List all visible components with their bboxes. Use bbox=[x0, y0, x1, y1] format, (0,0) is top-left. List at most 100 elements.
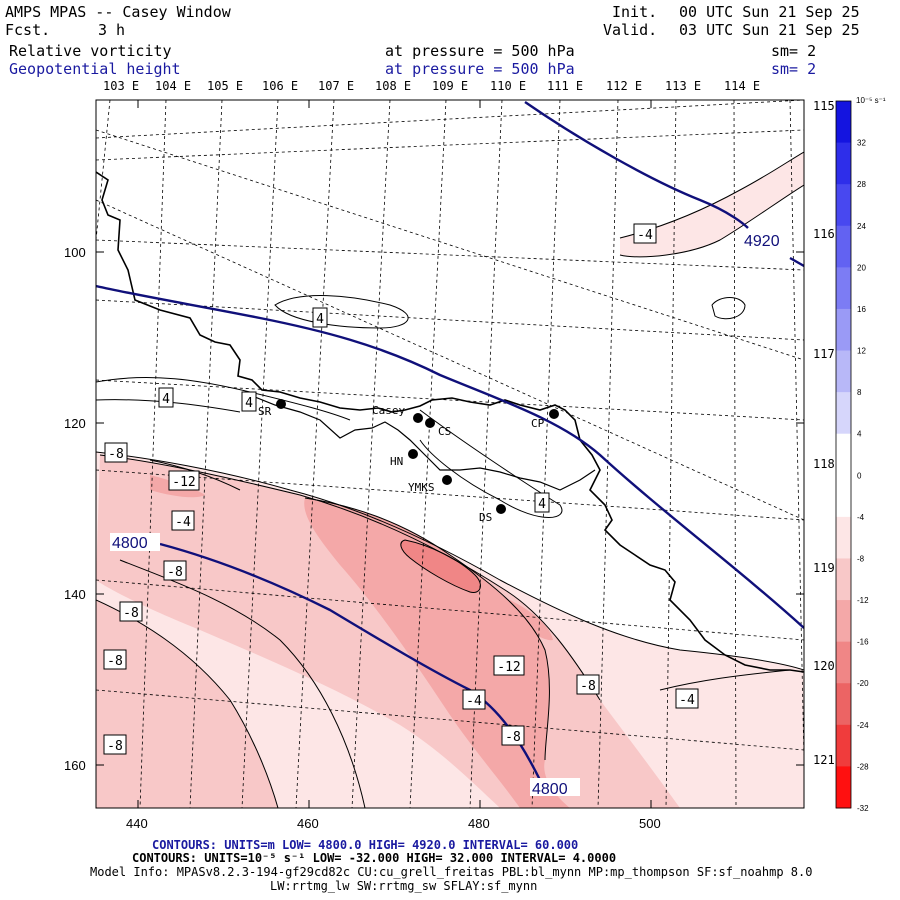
contour-label: -4 bbox=[679, 693, 695, 708]
lon-label: 103 E bbox=[103, 79, 139, 93]
colorbar-swatch bbox=[836, 724, 851, 767]
x-tick-440: 440 bbox=[126, 816, 148, 831]
plot-title: AMPS MPAS -- Casey Window bbox=[5, 3, 231, 21]
colorbar-label: -24 bbox=[857, 721, 869, 730]
station-dot-cs bbox=[425, 418, 435, 428]
colorbar-swatch bbox=[836, 101, 851, 144]
station-label-hn: HN bbox=[390, 455, 403, 468]
footer-model-info: Model Info: MPASv8.2.3-194-gf29cd82c CU:… bbox=[90, 865, 813, 879]
height-labels: 4920 4800 4800 bbox=[110, 230, 792, 798]
stations bbox=[276, 399, 559, 514]
vorticity-shade-neg8-west bbox=[96, 600, 278, 808]
height-label-4800-south: 4800 bbox=[532, 781, 568, 798]
colorbar-swatch bbox=[836, 475, 851, 518]
init-value: 00 UTC Sun 21 Sep 25 bbox=[679, 3, 860, 21]
y-ticks bbox=[96, 100, 804, 808]
station-label-cs: CS bbox=[438, 425, 451, 438]
colorbar-swatch bbox=[836, 392, 851, 435]
station-label-ymks: YMKS bbox=[408, 481, 435, 494]
lon-label: 104 E bbox=[155, 79, 191, 93]
colorbar-label: 32 bbox=[857, 139, 866, 148]
lon-label: 111 E bbox=[547, 79, 583, 93]
height-label-4800-west: 4800 bbox=[112, 535, 148, 552]
contour-label: -8 bbox=[167, 565, 183, 580]
colorbar-label: -28 bbox=[857, 762, 869, 771]
station-dot-casey bbox=[413, 413, 423, 423]
height-label-4920: 4920 bbox=[744, 233, 780, 250]
colorbar-label: 24 bbox=[857, 222, 866, 231]
colorbar-swatch bbox=[836, 184, 851, 227]
station-dot-ymks bbox=[442, 475, 452, 485]
lon-label: 113 E bbox=[665, 79, 701, 93]
field1-pressure: at pressure = 500 hPa bbox=[385, 42, 575, 60]
lon-label: 105 E bbox=[207, 79, 243, 93]
x-tick-460: 460 bbox=[297, 816, 319, 831]
station-dot-cp bbox=[549, 409, 559, 419]
colorbar-label: 4 bbox=[857, 430, 862, 439]
station-dot-ds bbox=[496, 504, 506, 514]
station-label-ds: DS bbox=[479, 511, 492, 524]
lon-label: 112 E bbox=[606, 79, 642, 93]
contour-label: -8 bbox=[107, 739, 123, 754]
colorbar-label: -4 bbox=[857, 513, 865, 522]
height-contours bbox=[96, 101, 804, 781]
lon-labels-top: 103 E 104 E 105 E 106 E 107 E 108 E 109 … bbox=[103, 79, 760, 93]
y-tick-160: 160 bbox=[64, 758, 86, 773]
contour-label: -8 bbox=[108, 447, 124, 462]
contour-label: -8 bbox=[505, 730, 521, 745]
vorticity-shade-neg16 bbox=[400, 540, 481, 593]
contour-label: 4 bbox=[245, 396, 253, 411]
colorbar-label: -8 bbox=[857, 554, 865, 563]
colorbar-swatch bbox=[836, 350, 851, 393]
field2-pressure: at pressure = 500 hPa bbox=[385, 60, 575, 78]
lon-label: 107 E bbox=[318, 79, 354, 93]
field2-smoothing: sm= 2 bbox=[771, 60, 817, 78]
station-labels: SR Casey CS CP HN YMKS DS bbox=[258, 404, 545, 524]
contour-labels: 4 4 4 4 -4 -4 -4 -4 -8 -8 -8 -8 -8 -8 -8 -12 -12 bbox=[103, 223, 699, 755]
colorbar-label: 20 bbox=[857, 263, 866, 272]
station-dot-hn bbox=[408, 449, 418, 459]
colorbar-swatch bbox=[836, 558, 851, 601]
colorbar-label: -32 bbox=[857, 804, 869, 813]
lon-label: 114 E bbox=[724, 79, 760, 93]
colorbar-label: -16 bbox=[857, 638, 869, 647]
contour-label: -8 bbox=[123, 606, 139, 621]
colorbar-swatch bbox=[836, 308, 851, 352]
colorbar-label: 16 bbox=[857, 305, 866, 314]
field1-smoothing: sm= 2 bbox=[771, 42, 817, 60]
coastline bbox=[96, 171, 804, 673]
colorbar-label: 8 bbox=[857, 388, 862, 397]
footer-vorticity-contours: CONTOURS: UNITS=10⁻⁵ s⁻¹ LOW= -32.000 HI… bbox=[132, 851, 617, 865]
colorbar: 32 28 24 20 16 12 8 4 0 -4 -8 -12 -16 -20 -24 -28 -32 bbox=[835, 100, 869, 813]
contour-label: 4 bbox=[316, 312, 324, 327]
graticule bbox=[96, 100, 804, 808]
footer-model-info-2: LW:rrtmg_lw SW:rrtmg_sw SFLAY:sf_mynn bbox=[270, 879, 538, 893]
init-label: Init. bbox=[612, 3, 658, 21]
y-tick-120: 120 bbox=[64, 416, 86, 431]
contour-label: -12 bbox=[497, 660, 520, 675]
colorbar-label: 0 bbox=[857, 471, 862, 480]
x-tick-480: 480 bbox=[468, 816, 490, 831]
colorbar-swatch bbox=[836, 267, 851, 310]
contour-label: 4 bbox=[538, 497, 546, 512]
contour-label: -8 bbox=[107, 654, 123, 669]
colorbar-label: 12 bbox=[857, 347, 866, 356]
colorbar-swatch bbox=[836, 766, 851, 809]
lon-label: 110 E bbox=[490, 79, 526, 93]
valid-label: Valid. bbox=[603, 21, 658, 39]
contour-label: -4 bbox=[637, 228, 653, 243]
colorbar-swatch bbox=[836, 142, 851, 185]
forecast-label: Fcst. bbox=[5, 21, 51, 39]
lon-label: 108 E bbox=[375, 79, 411, 93]
field1-name: Relative vorticity bbox=[9, 42, 172, 60]
y-tick-140: 140 bbox=[64, 587, 86, 602]
vorticity-shade-neg16b bbox=[510, 600, 553, 641]
plot-frame bbox=[95, 99, 805, 809]
colorbar-swatch bbox=[836, 225, 851, 268]
colorbar-unit: 10⁻⁵ s⁻¹ bbox=[856, 96, 886, 105]
colorbar-label: -20 bbox=[857, 679, 869, 688]
coastline-inland bbox=[249, 394, 596, 491]
station-label-sr: SR bbox=[258, 405, 272, 418]
contour-label: -4 bbox=[466, 694, 482, 709]
